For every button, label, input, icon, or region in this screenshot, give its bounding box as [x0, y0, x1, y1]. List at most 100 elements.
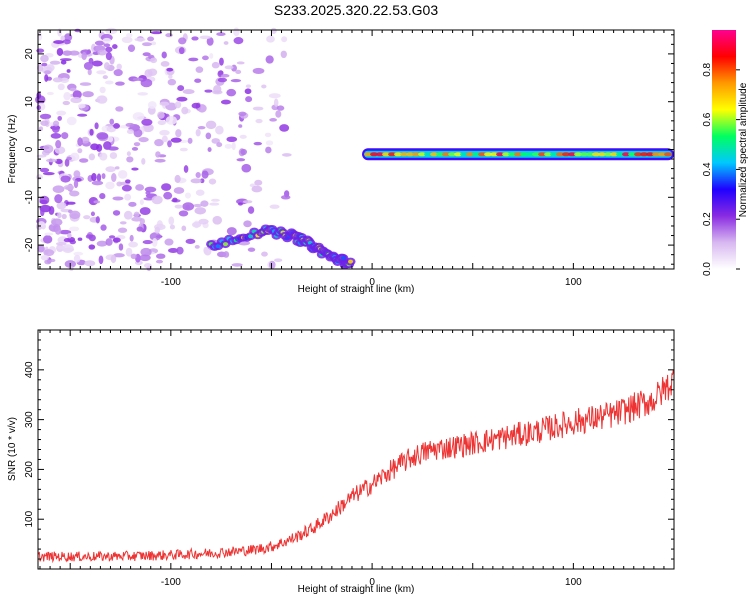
heatmap-noise-cell [62, 244, 74, 254]
heatmap-noise-cell [252, 67, 265, 75]
heatmap-noise-cell [37, 64, 44, 72]
heatmap-noise-cell [36, 91, 42, 100]
heatmap-noise-cell [40, 120, 49, 126]
heatmap-noise-cell [35, 174, 43, 180]
heatmap-noise-cell [103, 43, 111, 48]
heatmap-noise-cell [37, 245, 45, 253]
heatmap-noise-cell [245, 84, 252, 88]
heatmap-noise-cell [238, 111, 247, 117]
heatmap-noise-cell [159, 129, 170, 136]
heatmap-noise-cell [185, 238, 196, 244]
heatmap-noise-cell [62, 50, 73, 56]
heatmap-noise-cell [161, 135, 168, 143]
heatmap-noise-cell [209, 53, 214, 59]
heatmap-noise-cell [126, 151, 131, 157]
heatmap-noise-cell [55, 241, 67, 246]
heatmap-noise-cell [181, 225, 187, 232]
heatmap-noise-cell [213, 85, 222, 94]
heatmap-noise-cell [77, 103, 86, 109]
heatmap-line-cell [592, 152, 601, 157]
heatmap-noise-cell [105, 51, 112, 61]
heatmap-noise-cell [197, 125, 206, 130]
heatmap-noise-cell [281, 153, 292, 157]
heatmap-noise-cell [194, 244, 200, 249]
heatmap-line-cell [562, 152, 571, 157]
heatmap-noise-cell [161, 51, 167, 59]
heatmap-noise-cell [179, 147, 188, 152]
heatmap-noise-cell [53, 40, 64, 44]
heatmap-noise-cell [150, 31, 163, 35]
heatmap-noise-cell [136, 226, 144, 232]
heatmap-noise-cell [131, 167, 139, 171]
heatmap-line-cell [646, 152, 655, 157]
spectrogram-x-ticks: -100 0 100 [39, 30, 675, 288]
heatmap-noise-cell [142, 52, 151, 57]
heatmap-noise-cell [126, 33, 133, 38]
heatmap-noise-cell [77, 113, 88, 117]
heatmap-noise-cell [60, 175, 71, 183]
heatmap-line-cell [490, 152, 499, 157]
heatmap-noise-cell [126, 156, 134, 163]
heatmap-noise-cell [173, 187, 185, 194]
heatmap-line-cell [454, 152, 463, 157]
heatmap-noise-cell [216, 32, 226, 37]
spectrogram-y-axis-label: Frequency (Hz) [7, 115, 18, 184]
heatmap-noise-cell [50, 133, 62, 139]
heatmap-noise-cell [57, 212, 62, 219]
heatmap-noise-cell [43, 235, 53, 244]
heatmap-noise-cell [140, 78, 153, 88]
heatmap-noise-cell [124, 193, 132, 201]
heatmap-noise-cell [194, 78, 202, 83]
heatmap-noise-cell [94, 122, 99, 130]
heatmap-noise-cell [176, 96, 188, 102]
heatmap-noise-cell [78, 158, 89, 163]
heatmap-noise-cell [187, 137, 193, 144]
heatmap-noise-cell [273, 98, 279, 107]
heatmap-noise-cell [40, 255, 49, 261]
heatmap-noise-cell [164, 238, 174, 246]
heatmap-noise-cell [77, 237, 83, 241]
heatmap-noise-cell [135, 184, 145, 191]
heatmap-line-cell [430, 152, 439, 157]
heatmap-line-cell [382, 152, 391, 157]
heatmap-noise-cell [211, 61, 220, 69]
chart-title: S233.2025.320.22.53.G03 [274, 2, 438, 18]
heatmap-noise-cell [188, 57, 199, 62]
heatmap-line-cell [472, 152, 481, 157]
heatmap-line-cell [604, 152, 613, 157]
heatmap-noise-cell [160, 60, 170, 67]
heatmap-noise-cell [128, 201, 137, 207]
heatmap-noise-cell [201, 170, 209, 179]
heatmap-noise-cell [83, 215, 91, 220]
heatmap-noise-cell [117, 170, 128, 179]
heatmap-line-cell [442, 152, 451, 157]
heatmap-noise-cell [167, 140, 172, 148]
snr-x-tick-label: 100 [565, 577, 582, 588]
heatmap-noise-cell [244, 88, 252, 95]
heatmap-noise-cell [207, 147, 212, 153]
heatmap-noise-cell [132, 112, 145, 121]
heatmap-line-cell [664, 152, 673, 157]
heatmap-noise-cell [44, 70, 52, 75]
heatmap-noise-cell [69, 210, 81, 220]
heatmap-noise-cell [70, 96, 82, 104]
heatmap-noise-cell [63, 184, 75, 191]
heatmap-noise-cell [198, 218, 209, 225]
heatmap-noise-cell [72, 90, 82, 99]
heatmap-line-cell [370, 152, 379, 157]
heatmap-noise-cell [60, 60, 67, 65]
heatmap-noise-cell [109, 152, 118, 159]
heatmap-noise-cell [87, 68, 92, 76]
heatmap-noise-cell [96, 70, 107, 75]
heatmap-line-cell [364, 152, 373, 157]
heatmap-noise-cell [130, 253, 137, 260]
heatmap-noise-cell [73, 251, 84, 256]
heatmap-noise-cell [105, 27, 118, 35]
heatmap-noise-cell [220, 99, 232, 105]
heatmap-noise-cell [109, 118, 115, 125]
heatmap-line-cell [400, 152, 409, 157]
heatmap-noise-cell [116, 63, 122, 70]
heatmap-noise-cell [199, 35, 212, 40]
heatmap-noise-cell [39, 113, 52, 120]
heatmap-noise-cell [276, 105, 285, 111]
